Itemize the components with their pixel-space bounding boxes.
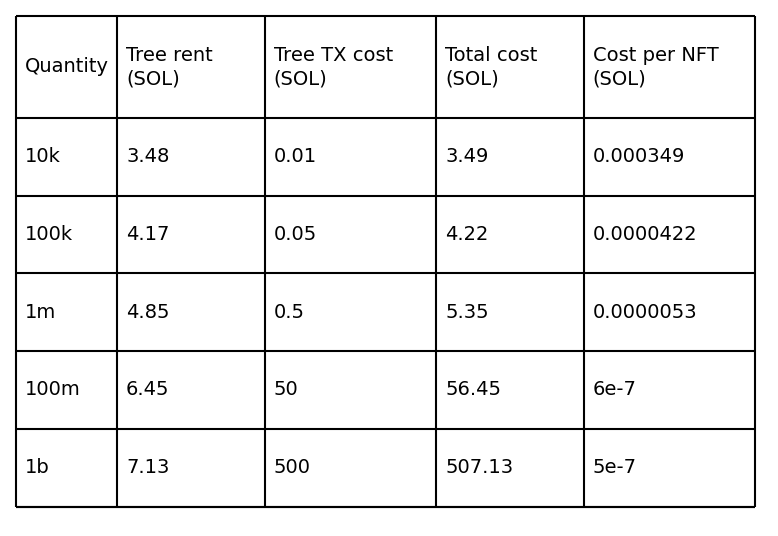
Text: 100m: 100m <box>25 381 81 399</box>
Text: 4.85: 4.85 <box>126 303 170 322</box>
Text: 507.13: 507.13 <box>445 458 513 477</box>
Text: 0.0000422: 0.0000422 <box>593 225 697 244</box>
Text: 1b: 1b <box>25 458 50 477</box>
Text: 0.01: 0.01 <box>274 147 317 166</box>
Text: 6e-7: 6e-7 <box>593 381 636 399</box>
Text: Tree TX cost
(SOL): Tree TX cost (SOL) <box>274 46 393 88</box>
Text: 0.000349: 0.000349 <box>593 147 685 166</box>
Text: Total cost
(SOL): Total cost (SOL) <box>445 46 538 88</box>
Text: 0.0000053: 0.0000053 <box>593 303 697 322</box>
Text: 56.45: 56.45 <box>445 381 501 399</box>
Text: 1m: 1m <box>25 303 56 322</box>
Text: 5e-7: 5e-7 <box>593 458 637 477</box>
Text: 0.05: 0.05 <box>274 225 317 244</box>
Text: 3.49: 3.49 <box>445 147 489 166</box>
Text: 4.17: 4.17 <box>126 225 170 244</box>
Text: 6.45: 6.45 <box>126 381 170 399</box>
Text: 3.48: 3.48 <box>126 147 170 166</box>
Text: 500: 500 <box>274 458 311 477</box>
Text: 7.13: 7.13 <box>126 458 170 477</box>
Text: 50: 50 <box>274 381 299 399</box>
Text: 10k: 10k <box>25 147 61 166</box>
Text: 100k: 100k <box>25 225 73 244</box>
Text: Cost per NFT
(SOL): Cost per NFT (SOL) <box>593 46 719 88</box>
Text: 4.22: 4.22 <box>445 225 489 244</box>
Text: Tree rent
(SOL): Tree rent (SOL) <box>126 46 213 88</box>
Text: 5.35: 5.35 <box>445 303 489 322</box>
Text: 0.5: 0.5 <box>274 303 305 322</box>
Text: Quantity: Quantity <box>25 57 109 77</box>
